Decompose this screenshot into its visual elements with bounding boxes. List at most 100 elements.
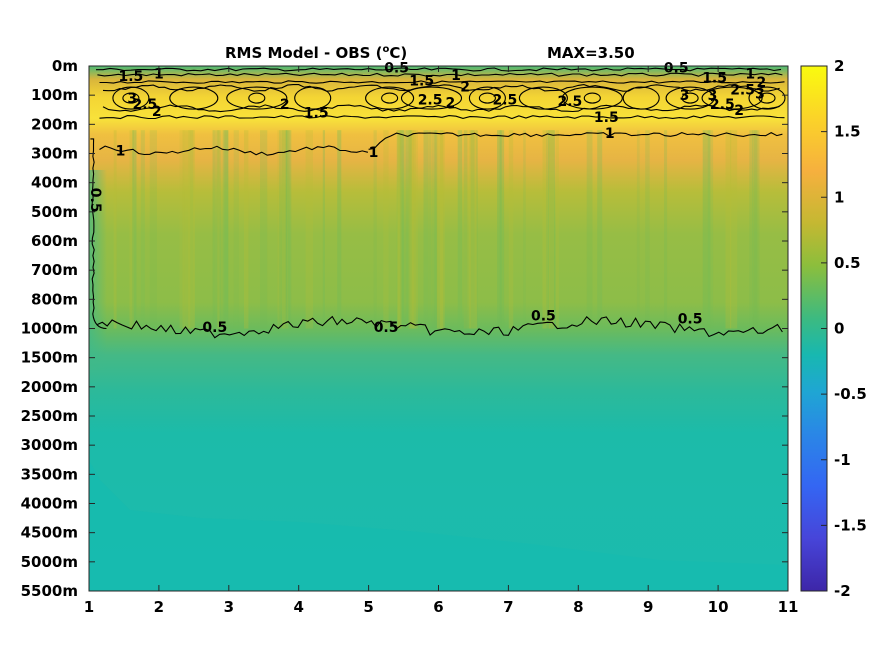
contour-labels: 1.5 132.52 21.50.51.5 122.5 2 2.5 2.51.510.51.… xyxy=(87,61,766,337)
streak xyxy=(383,130,389,329)
contour-label: 2.5 xyxy=(710,97,735,113)
streak xyxy=(396,130,404,329)
streak xyxy=(132,130,137,329)
contour-2.5-loop xyxy=(748,86,786,110)
contour-label: 2.5 xyxy=(730,82,755,98)
y-tick-label: 5000m xyxy=(21,553,78,571)
streak xyxy=(546,130,549,329)
vertical-streaks xyxy=(113,130,760,329)
streak xyxy=(399,130,405,329)
deep-bottom-region xyxy=(89,460,788,591)
contour-2.5-loop xyxy=(400,86,463,110)
contour-3-loop xyxy=(478,92,496,104)
streak xyxy=(428,130,432,329)
colorbar-tick-label: -2 xyxy=(834,582,851,600)
streak xyxy=(322,130,325,329)
y-tick-label: 3500m xyxy=(21,465,78,483)
contour-label: 0.5 xyxy=(374,320,399,336)
streak xyxy=(463,130,471,329)
y-tick-label: 0m xyxy=(52,57,78,75)
streak xyxy=(182,130,190,329)
contour-2.5-loop xyxy=(468,86,506,110)
max-annotation: MAX=3.50 xyxy=(547,44,635,62)
colorbar-tick-label: 2 xyxy=(834,57,844,75)
x-tick-label: 5 xyxy=(363,598,373,616)
y-tick-label: 400m xyxy=(31,174,78,192)
chart-title: RMS Model - OBS (oC) xyxy=(225,44,407,62)
colorbar-tick-label: 1.5 xyxy=(834,123,861,141)
streak xyxy=(753,130,760,329)
streak xyxy=(470,130,475,329)
streak xyxy=(499,130,505,329)
y-tick-label: 4500m xyxy=(21,524,78,542)
streak xyxy=(725,130,732,329)
contour-2.5-loop xyxy=(622,86,660,110)
streak xyxy=(305,130,313,329)
streak xyxy=(140,130,145,329)
contour-2.5-loop xyxy=(226,86,288,110)
contour-2.5-loop xyxy=(665,86,715,110)
y-tick-label: 1500m xyxy=(21,349,78,367)
streak xyxy=(440,130,445,329)
x-tick-label: 1 xyxy=(84,598,94,616)
contour-lines xyxy=(90,67,786,339)
streak xyxy=(217,130,220,329)
y-tick-label: 5500m xyxy=(21,582,78,600)
contour-2.5-loop xyxy=(365,86,415,110)
streak xyxy=(149,130,157,329)
contour-label: 1 xyxy=(154,66,164,82)
contour-0.5-deep xyxy=(97,315,783,339)
streak xyxy=(523,130,526,329)
streak xyxy=(469,130,478,329)
contour-label: 3 xyxy=(127,91,137,107)
streak xyxy=(548,130,556,329)
streak xyxy=(542,130,547,329)
y-tick-label: 100m xyxy=(31,86,78,104)
contour-1-surface xyxy=(97,72,783,77)
contour-3-loop xyxy=(758,92,776,104)
contour-label: 2.5 xyxy=(492,93,517,109)
y-tick-label: 700m xyxy=(31,261,78,279)
contour-label: 1.5 xyxy=(594,110,619,126)
x-tick-label: 4 xyxy=(293,598,303,616)
contour-label: 1 xyxy=(451,68,461,84)
colorbar-tick-label: -1.5 xyxy=(834,516,867,534)
contour-label: 1 xyxy=(745,66,755,82)
y-tick-label: 300m xyxy=(31,145,78,163)
contour-label: 0.5 xyxy=(678,311,703,327)
streak xyxy=(285,130,290,329)
contour-label: 0.5 xyxy=(664,61,689,77)
y-tick-label: 1000m xyxy=(21,320,78,338)
x-axis: 1 2 3 4 5 6 7 8 9 10 11 xyxy=(84,66,798,616)
contour-3-loop xyxy=(248,92,266,104)
contour-2.5-loop xyxy=(701,86,763,110)
x-tick-label: 7 xyxy=(503,598,513,616)
contour-label: 0.5 xyxy=(531,308,556,324)
contour-label: 2.5 xyxy=(132,97,157,113)
colorbar-tick-label: 0 xyxy=(834,320,844,338)
contour-label: 2 xyxy=(280,97,290,113)
streak xyxy=(475,130,478,329)
contour-2-lower xyxy=(102,104,780,113)
x-tick-label: 8 xyxy=(573,598,583,616)
streak xyxy=(224,130,229,329)
heatmap-background xyxy=(89,66,788,591)
contour-label: 2 xyxy=(460,79,470,95)
streak xyxy=(285,130,292,329)
y-tick-label: 200m xyxy=(31,115,78,133)
y-tick-label: 500m xyxy=(31,203,78,221)
contour-label: 1.5 xyxy=(702,71,727,87)
contour-label: 1.5 xyxy=(304,106,329,122)
contour-1-deep-right xyxy=(368,131,783,150)
streak xyxy=(279,130,287,329)
x-tick-label: 9 xyxy=(643,598,653,616)
contour-label: 0.5 xyxy=(202,320,227,336)
streak xyxy=(597,130,603,329)
contour-label: 1.5 xyxy=(118,69,143,85)
contour-label: 3 xyxy=(680,88,690,104)
streak xyxy=(405,130,412,329)
x-tick-label: 10 xyxy=(708,598,729,616)
contour-3-loop xyxy=(681,92,699,104)
contour-1.5-upper xyxy=(99,80,785,84)
contour-label: 2.5 xyxy=(418,93,443,109)
